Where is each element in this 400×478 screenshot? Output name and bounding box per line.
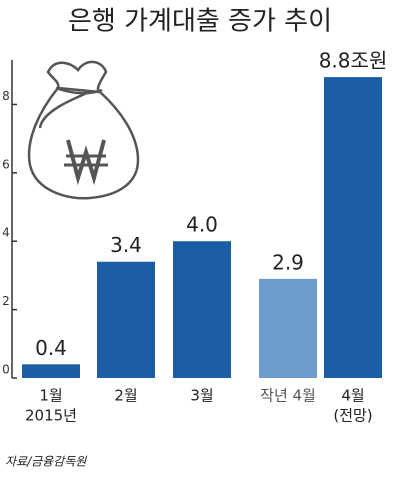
bar [324,77,382,378]
x-tick-label: 작년 4월 [260,387,316,405]
y-tick-label: 6 [2,157,10,171]
chart-title: 은행 가계대출 증가 추이 [68,7,332,37]
value-label: 4.0 [186,213,218,237]
bar [22,364,80,378]
bar [97,261,155,378]
value-label: 8.8조원 [319,49,388,73]
value-label: 3.4 [110,233,142,257]
x-tick-label: 2월 [114,387,137,405]
x-tick-label: 4월 [341,387,364,405]
value-label: 0.4 [35,336,67,360]
bar [259,278,317,378]
y-tick-label: 8 [2,89,10,103]
source: 자료/금융감독원 [5,455,87,469]
x-tick-label: 3월 [190,387,213,405]
money-bag-icon [27,60,140,200]
bar [173,241,231,378]
y-tick-label: 0 [2,363,10,377]
value-label: 2.9 [272,250,304,274]
x-tick-label: (전망) [333,407,372,425]
x-tick-label: 1월 [39,387,62,405]
y-tick-label: 2 [2,294,10,308]
x-tick-label: 2015년 [25,407,77,425]
y-tick-label: 4 [2,226,10,240]
